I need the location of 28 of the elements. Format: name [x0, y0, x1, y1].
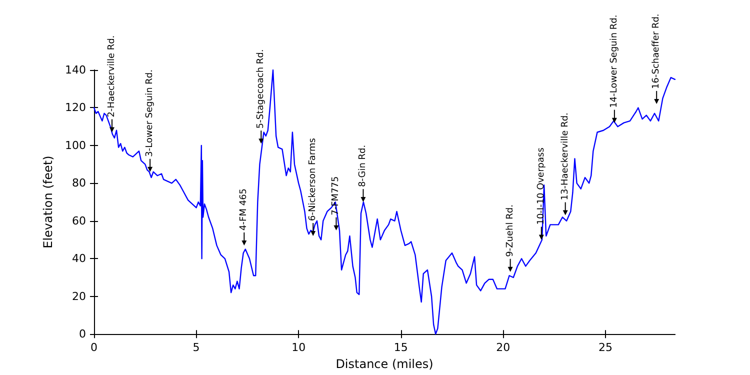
y-tick-label: 100: [65, 138, 86, 152]
x-tick-label: 20: [496, 341, 510, 354]
y-tick-label: 20: [72, 290, 86, 303]
y-axis-title: Elevation (feet): [41, 156, 56, 248]
annotation: 13-Haeckerville Rd.: [560, 112, 570, 200]
y-tick-label: 120: [65, 101, 86, 114]
x-tick-label: 15: [394, 341, 408, 354]
x-tick-label: 0: [90, 341, 98, 354]
x-axis-title: Distance (miles): [336, 357, 434, 371]
annotation: 16-Schaeffer Rd.: [652, 14, 662, 89]
x-tick-label: 10: [292, 341, 306, 354]
x-tick-label: 5: [192, 341, 200, 354]
annotation: 10-I-10 Overpass: [536, 147, 546, 225]
x-tick-label: 25: [598, 341, 612, 354]
annotation: 8-Gin Rd.: [358, 144, 368, 188]
annotation: 7-FM775: [331, 176, 342, 216]
annotation: 6-Nickerson Farms: [308, 138, 318, 222]
annotation: 9-Zuehl Rd.: [505, 204, 516, 257]
annotation: 3-Lower Seguin Rd.: [145, 70, 156, 157]
y-tick-label: 40: [72, 252, 86, 266]
annotation: 5-Stagecoach Rd.: [256, 49, 266, 129]
y-tick-label: 140: [65, 64, 86, 76]
annotation: 2-Haeckerville Rd.: [107, 35, 118, 118]
y-tick-label: 0: [79, 328, 86, 341]
y-tick-label: 60: [72, 214, 86, 228]
annotation: 4-FM 465: [239, 188, 250, 230]
y-tick-label: 80: [72, 176, 86, 190]
annotation: 14-Lower Seguin Rd.: [609, 14, 620, 108]
